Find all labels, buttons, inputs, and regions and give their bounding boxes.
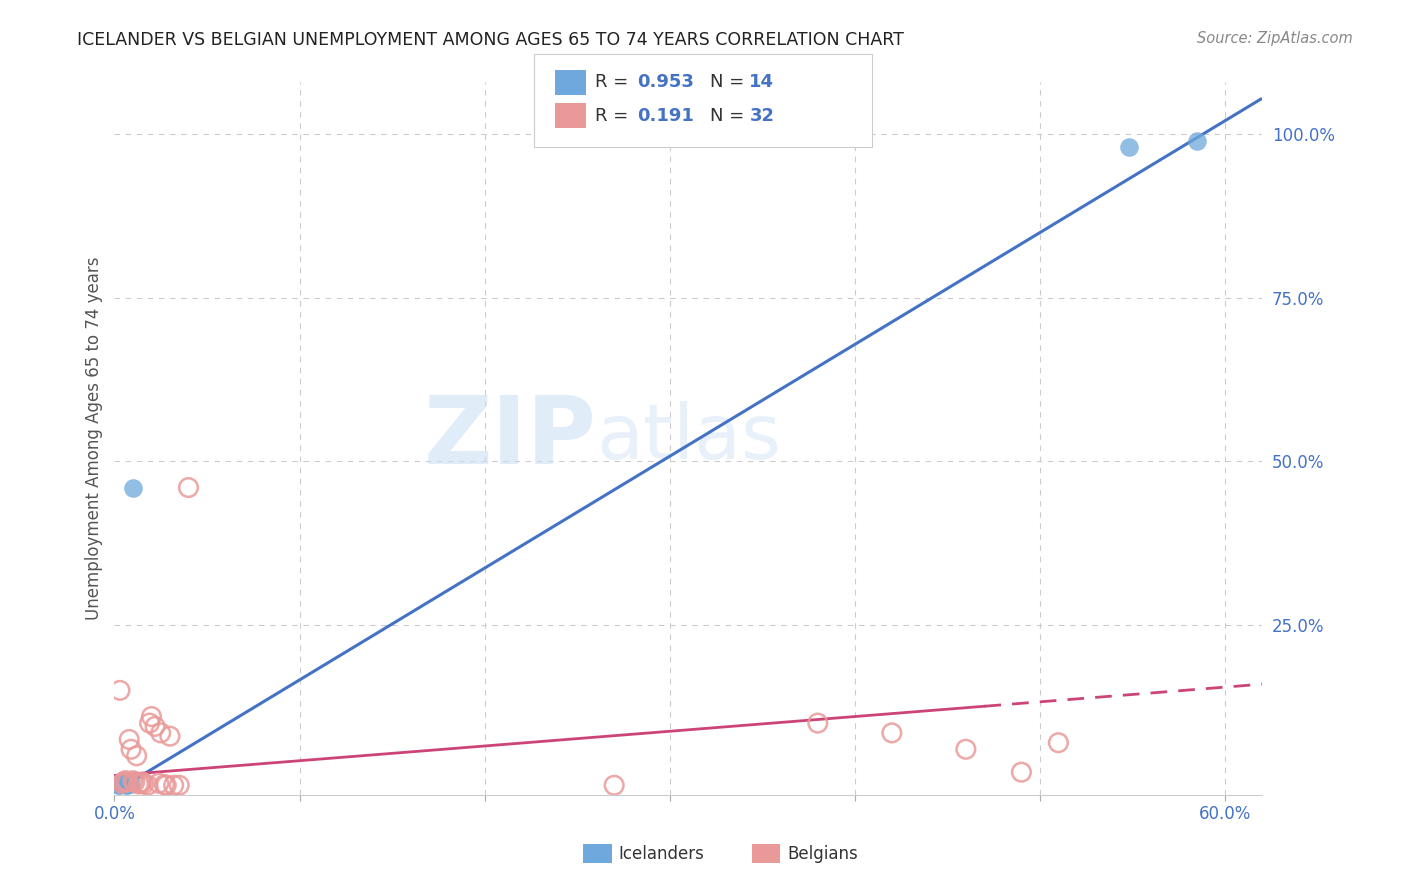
Point <box>118 732 141 747</box>
Point <box>136 778 159 792</box>
Point <box>138 716 160 731</box>
Point <box>124 775 146 789</box>
Point <box>1118 140 1140 154</box>
Text: Icelanders: Icelanders <box>619 845 704 863</box>
Text: 14: 14 <box>749 73 775 91</box>
Point <box>122 773 145 788</box>
Text: 0.191: 0.191 <box>637 107 693 125</box>
Point <box>129 776 152 790</box>
Text: 0.953: 0.953 <box>637 73 693 91</box>
Text: N =: N = <box>710 73 749 91</box>
Point <box>148 776 170 790</box>
Point <box>112 775 135 789</box>
Text: R =: R = <box>595 73 634 91</box>
Text: atlas: atlas <box>596 401 782 475</box>
Point <box>111 776 134 790</box>
Point <box>114 773 136 788</box>
Point <box>603 778 626 792</box>
Text: N =: N = <box>710 107 749 125</box>
Text: 32: 32 <box>749 107 775 125</box>
Text: ICELANDER VS BELGIAN UNEMPLOYMENT AMONG AGES 65 TO 74 YEARS CORRELATION CHART: ICELANDER VS BELGIAN UNEMPLOYMENT AMONG … <box>77 31 904 49</box>
Point <box>880 726 903 740</box>
Point <box>143 719 166 733</box>
Point <box>1010 765 1032 780</box>
Point <box>125 748 148 763</box>
Text: Belgians: Belgians <box>787 845 858 863</box>
Point <box>114 778 136 792</box>
Point <box>1047 736 1070 750</box>
Point <box>117 778 139 792</box>
Point <box>149 726 172 740</box>
Point <box>114 776 136 790</box>
Point <box>122 481 145 495</box>
Text: ZIP: ZIP <box>423 392 596 484</box>
Point <box>108 778 131 792</box>
Point <box>117 775 139 789</box>
Point <box>111 775 134 789</box>
Text: R =: R = <box>595 107 640 125</box>
Point <box>131 775 153 789</box>
Point <box>107 778 129 792</box>
Point <box>167 778 190 792</box>
Point <box>132 777 155 791</box>
Point <box>108 683 131 698</box>
Point <box>112 777 135 791</box>
Point <box>177 481 200 495</box>
Point <box>163 778 186 792</box>
Point <box>118 775 141 789</box>
Point <box>155 778 177 792</box>
Point <box>111 776 134 790</box>
Point <box>807 716 830 731</box>
Point <box>141 709 163 723</box>
Text: Source: ZipAtlas.com: Source: ZipAtlas.com <box>1197 31 1353 46</box>
Y-axis label: Unemployment Among Ages 65 to 74 years: Unemployment Among Ages 65 to 74 years <box>86 257 103 620</box>
Point <box>159 729 181 743</box>
Point <box>1187 134 1209 148</box>
Point <box>153 778 176 792</box>
Point <box>120 742 142 756</box>
Point <box>112 775 135 789</box>
Point <box>127 777 149 791</box>
Point <box>120 777 142 791</box>
Point <box>955 742 977 756</box>
